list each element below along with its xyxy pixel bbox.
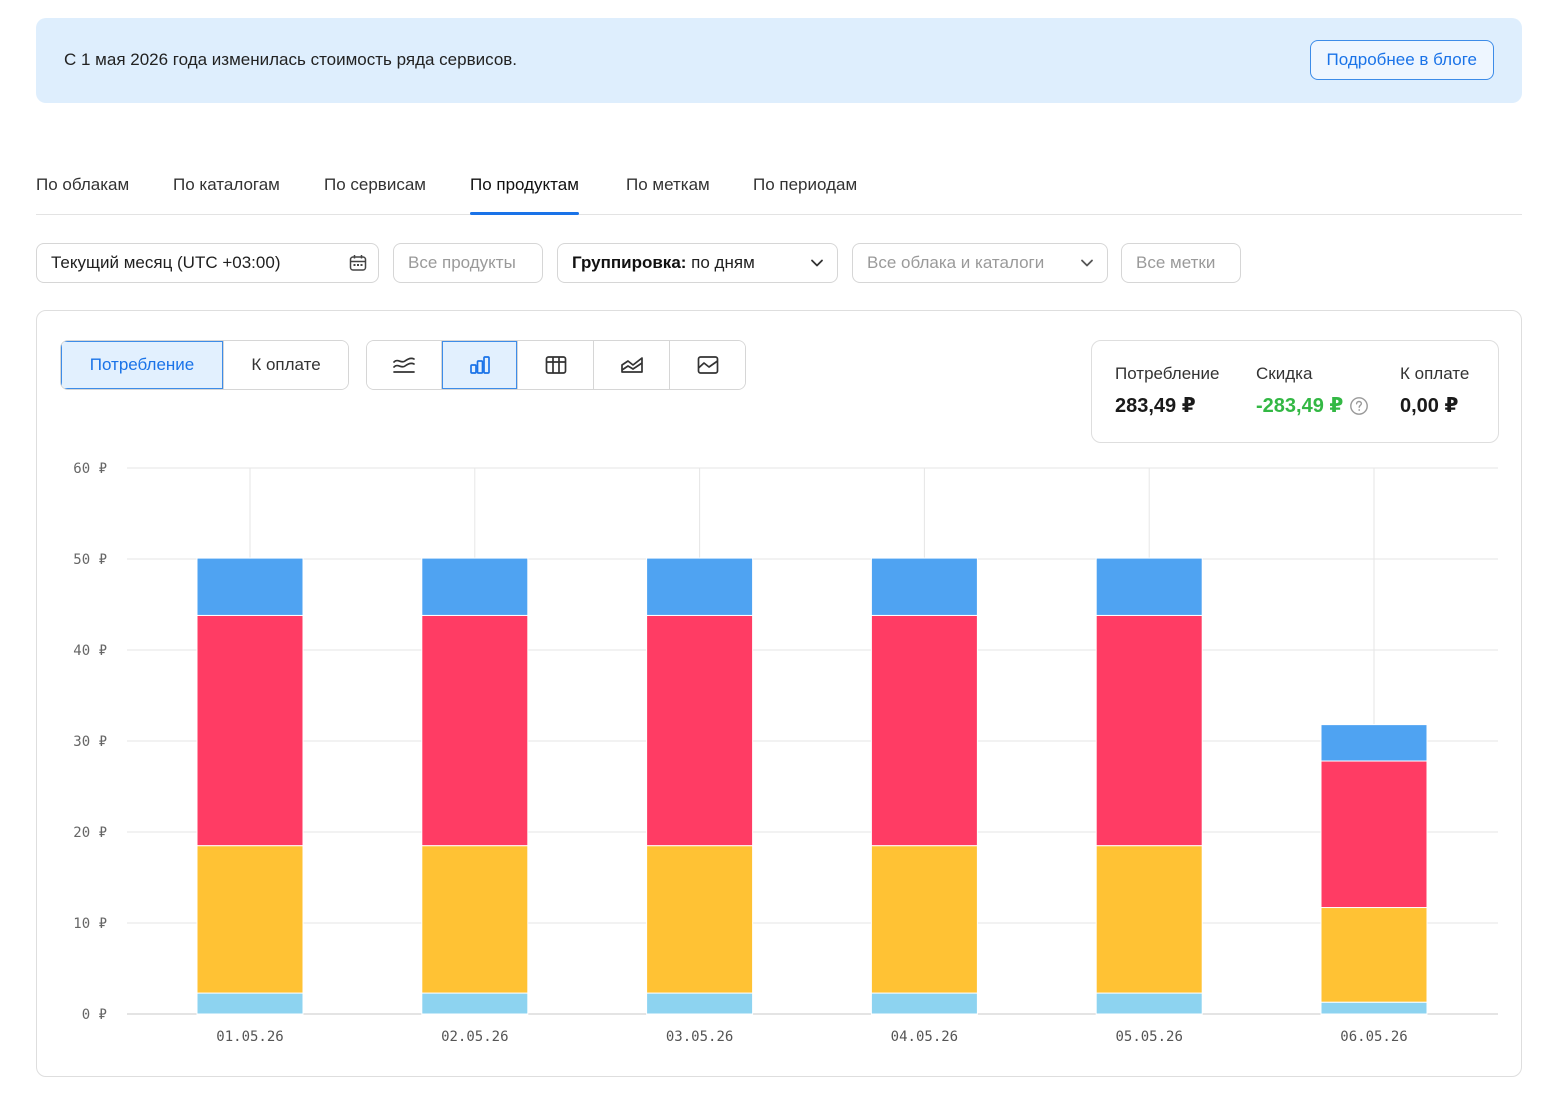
lines-chart-button[interactable] bbox=[367, 341, 442, 389]
bar-segment bbox=[196, 614, 304, 847]
chart-panel: Потребление К оплате bbox=[36, 310, 1522, 1077]
bar-segment bbox=[421, 992, 529, 1015]
bar-segment bbox=[1320, 760, 1428, 909]
x-tick-label: 05.05.26 bbox=[1115, 1029, 1182, 1045]
bar-segment bbox=[870, 614, 978, 847]
x-tick-label: 03.05.26 bbox=[666, 1029, 733, 1045]
mode-toggle: Потребление К оплате bbox=[60, 340, 349, 390]
products-filter[interactable]: Все продукты bbox=[393, 243, 543, 283]
summary-consumption: Потребление 283,49 ₽ bbox=[1115, 364, 1220, 418]
y-tick-label: 10 ₽ bbox=[73, 916, 107, 932]
consumption-label: Потребление bbox=[1115, 364, 1220, 383]
tab-clouds[interactable]: По облакам bbox=[36, 175, 130, 194]
line-chart-icon bbox=[697, 356, 718, 374]
x-tick-label: 04.05.26 bbox=[891, 1029, 958, 1045]
stacked-bar-chart: 0 ₽ 10 ₽ 20 ₽ 30 ₽ 40 ₽ 50 ₽ 60 ₽ 01.05.26 02.05… bbox=[73, 461, 1498, 1045]
grouping-label: Группировка: bbox=[572, 253, 687, 272]
consumption-mode-button[interactable]: Потребление bbox=[61, 341, 224, 389]
x-tick-label: 01.05.26 bbox=[216, 1029, 283, 1045]
y-tick-label: 20 ₽ bbox=[73, 825, 107, 841]
to-pay-label: К оплате bbox=[1400, 364, 1470, 383]
bar-segment bbox=[870, 557, 978, 616]
bar-segment bbox=[1095, 992, 1203, 1015]
clouds-filter-label: Все облака и каталоги bbox=[867, 253, 1045, 272]
to-pay-mode-button[interactable]: К оплате bbox=[224, 341, 348, 389]
bar-segment bbox=[646, 614, 754, 847]
line-chart-button[interactable] bbox=[670, 341, 745, 389]
bar-segment bbox=[870, 845, 978, 994]
period-value: Текущий месяц (UTC +03:00) bbox=[51, 253, 281, 272]
lines-icon bbox=[393, 357, 415, 373]
x-tick-label: 02.05.26 bbox=[441, 1029, 508, 1045]
summary-card: Потребление 283,49 ₽ Скидка -283,49 ₽ К … bbox=[1091, 340, 1499, 443]
blog-link-button[interactable]: Подробнее в блоге bbox=[1309, 40, 1494, 80]
tab-periods[interactable]: По периодам bbox=[753, 175, 858, 194]
y-tick-label: 0 ₽ bbox=[82, 1007, 107, 1023]
bar-segment bbox=[870, 992, 978, 1015]
bar-segment bbox=[196, 557, 304, 616]
bar-segment bbox=[1095, 614, 1203, 847]
period-picker[interactable]: Текущий месяц (UTC +03:00) bbox=[36, 243, 379, 283]
bar-chart-icon bbox=[469, 356, 490, 374]
y-tick-label: 50 ₽ bbox=[73, 552, 107, 568]
y-tick-label: 30 ₽ bbox=[73, 734, 107, 750]
bar-segment bbox=[646, 845, 754, 994]
table-icon bbox=[545, 356, 566, 374]
chevron-down-icon bbox=[1081, 259, 1093, 267]
calendar-icon bbox=[349, 255, 367, 271]
bar-segment bbox=[421, 557, 529, 616]
chevron-down-icon bbox=[811, 259, 823, 267]
help-icon[interactable] bbox=[1349, 396, 1369, 416]
area-chart-button[interactable] bbox=[594, 341, 670, 389]
tab-labels[interactable]: По меткам bbox=[626, 175, 710, 194]
clouds-catalogs-filter[interactable]: Все облака и каталоги bbox=[852, 243, 1108, 283]
area-chart-icon bbox=[620, 357, 643, 373]
bar-segment bbox=[1320, 724, 1428, 762]
grouping-select[interactable]: Группировка: по дням bbox=[557, 243, 838, 283]
summary-to-pay: К оплате 0,00 ₽ bbox=[1400, 364, 1469, 418]
discount-value: -283,49 ₽ bbox=[1256, 395, 1344, 417]
to-pay-value: 0,00 ₽ bbox=[1400, 395, 1459, 417]
info-banner: С 1 мая 2026 года изменилась стоимость р… bbox=[36, 18, 1522, 103]
bar-segment bbox=[421, 845, 529, 994]
banner-text: С 1 мая 2026 года изменилась стоимость р… bbox=[64, 50, 518, 69]
grouping-value: по дням bbox=[691, 253, 755, 272]
summary-discount: Скидка -283,49 ₽ bbox=[1256, 364, 1369, 418]
consumption-value: 283,49 ₽ bbox=[1115, 395, 1196, 417]
table-view-button[interactable] bbox=[518, 341, 594, 389]
bar-segment bbox=[646, 992, 754, 1015]
bar-segment bbox=[1320, 1001, 1428, 1015]
bar-segment bbox=[1095, 557, 1203, 616]
discount-row: -283,49 ₽ bbox=[1256, 393, 1369, 418]
tab-products[interactable]: По продуктам bbox=[470, 175, 579, 215]
y-tick-label: 60 ₽ bbox=[73, 461, 107, 477]
chart-type-toggle bbox=[366, 340, 746, 390]
bar-segment bbox=[196, 992, 304, 1015]
bar-segment bbox=[1095, 845, 1203, 994]
bar-chart-button[interactable] bbox=[442, 341, 518, 389]
report-tabs: По облакам По каталогам По сервисам По п… bbox=[36, 165, 1522, 215]
tab-catalogs[interactable]: По каталогам bbox=[173, 175, 280, 194]
bar-segment bbox=[196, 845, 304, 994]
tab-services[interactable]: По сервисам bbox=[324, 175, 426, 194]
x-tick-label: 06.05.26 bbox=[1340, 1029, 1407, 1045]
bar-segment bbox=[1320, 907, 1428, 1003]
bar-segment bbox=[421, 614, 529, 847]
bar-segment bbox=[646, 557, 754, 616]
labels-filter[interactable]: Все метки bbox=[1121, 243, 1241, 283]
y-tick-label: 40 ₽ bbox=[73, 643, 107, 659]
discount-label: Скидка bbox=[1256, 364, 1313, 383]
